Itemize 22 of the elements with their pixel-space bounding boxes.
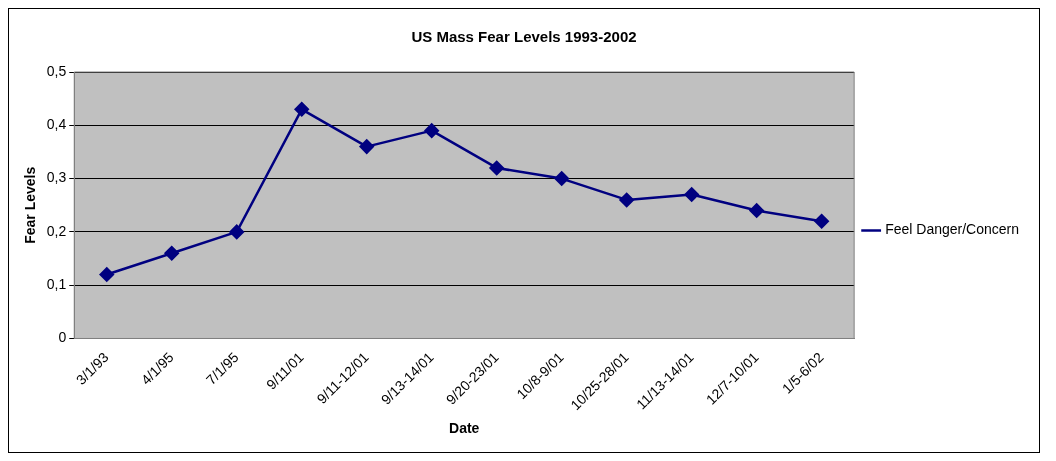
point — [164, 245, 179, 261]
point — [359, 139, 374, 154]
point — [619, 192, 634, 208]
point — [229, 224, 244, 240]
point — [489, 160, 504, 176]
y-axis-title: Fear Levels — [22, 166, 39, 244]
legend-label: Feel Danger/Concern — [885, 221, 1020, 238]
y-tick-label: 0,5 — [46, 62, 67, 79]
point — [99, 267, 115, 282]
point — [554, 171, 569, 186]
x-axis-title: Date — [449, 420, 480, 437]
point — [294, 102, 309, 117]
y-tick-label: 0,4 — [46, 116, 67, 133]
y-tick-label: 0,3 — [46, 169, 67, 186]
y-tick-label: 0,1 — [46, 276, 67, 293]
y-tick-label: 0 — [58, 329, 67, 346]
point — [424, 123, 439, 138]
point — [749, 203, 764, 218]
chart-title: US Mass Fear Levels 1993-2002 — [411, 28, 637, 46]
point — [684, 187, 699, 202]
y-tick-label: 0,2 — [46, 222, 67, 239]
point — [814, 213, 829, 229]
